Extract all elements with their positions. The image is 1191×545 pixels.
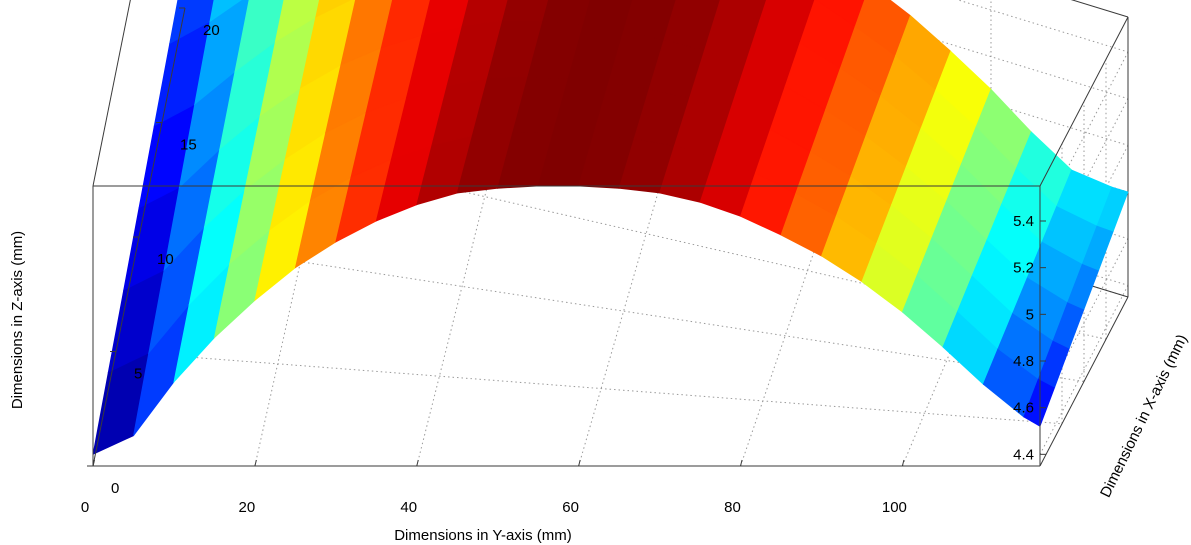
surface-patch — [169, 0, 215, 45]
surface-patch — [759, 0, 816, 44]
x-tick-label: 0 — [111, 480, 119, 497]
surface — [92, 0, 1129, 455]
x-axis-label: Dimensions in X-axis (mm) — [1097, 332, 1191, 501]
y-tick-mark — [578, 459, 581, 467]
y-tick-label: 60 — [562, 499, 579, 516]
z-tick-label: 5.2 — [1013, 260, 1034, 277]
surface-patch — [380, 0, 431, 49]
surface-patch — [1096, 186, 1129, 232]
x-tick-label: 20 — [203, 22, 220, 39]
surface-patch — [815, 0, 866, 28]
surface-patch — [718, 0, 767, 22]
z-tick-label: 5.4 — [1013, 213, 1034, 230]
tick-labels: 4.4 4.6 4.8 5 5.2 5.4 0 20 40 60 80 100 0 5 10 15 20 — [81, 7, 1046, 516]
surface-patch — [274, 0, 320, 43]
z-tick-label: 4.6 — [1013, 400, 1034, 417]
surface-patch — [194, 0, 250, 106]
z-tick-label: 4.4 — [1013, 446, 1034, 463]
y-tick-label: 80 — [724, 499, 741, 516]
y-tick-mark — [92, 459, 95, 467]
surface-patch — [542, 0, 591, 26]
y-tick-label: 100 — [882, 499, 907, 516]
y-tick-label: 40 — [400, 499, 417, 516]
y-tick-mark — [254, 459, 257, 467]
surface-patch — [421, 0, 470, 36]
surface-patch — [315, 0, 352, 18]
y-tick-label: 0 — [81, 499, 89, 516]
grid-line — [578, 156, 670, 467]
grid-line — [1039, 285, 1129, 455]
z-tick-label: 5 — [1026, 306, 1034, 323]
surface-patch — [708, 0, 721, 4]
y-axis-label: Dimensions in Y-axis (mm) — [394, 527, 572, 544]
grid-line — [138, 236, 1085, 382]
surface-patch — [461, 0, 509, 27]
surface-patch — [501, 0, 549, 22]
y-tick-mark — [416, 459, 419, 467]
grid-line — [740, 205, 831, 467]
y-tick-mark — [901, 459, 905, 467]
surface-patch — [299, 0, 356, 89]
surface-patch — [340, 0, 393, 66]
z-axis-label: Dimensions in Z-axis (mm) — [9, 231, 26, 409]
z-tick-label: 4.8 — [1013, 353, 1034, 370]
surface-patch — [234, 0, 285, 73]
grid-line — [416, 106, 508, 467]
x-tick-label: 10 — [157, 251, 174, 268]
box-edge — [1039, 16, 1129, 187]
axes-box-front — [92, 0, 1129, 467]
y-tick-label: 20 — [239, 499, 256, 516]
x-tick-label: 15 — [180, 137, 197, 154]
grid-line — [115, 351, 1063, 425]
box-edge — [1039, 296, 1129, 467]
y-tick-mark — [740, 459, 743, 467]
surface-patch — [582, 0, 634, 32]
x-tick-label: 5 — [134, 366, 142, 383]
surface-patch — [623, 0, 677, 41]
surface-patch — [209, 0, 242, 23]
box-edge — [92, 0, 131, 187]
